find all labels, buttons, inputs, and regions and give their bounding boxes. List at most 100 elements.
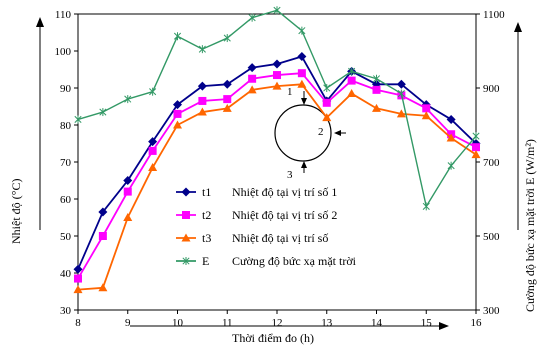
data-point-t2 <box>273 71 281 80</box>
left-axis-arrow <box>36 17 44 230</box>
position-label-2: 2 <box>318 126 324 138</box>
data-point-t3 <box>197 107 207 116</box>
x-tick-label: 13 <box>321 317 333 329</box>
y2-tick-label: 700 <box>483 157 500 169</box>
legend-label: Cường độ bức xạ mặt trời <box>232 254 357 268</box>
position-label-1: 1 <box>287 86 293 98</box>
data-point-t1 <box>98 207 108 217</box>
data-point-t3 <box>322 113 332 122</box>
data-point-t1 <box>446 114 456 124</box>
data-point-t3 <box>73 285 83 294</box>
data-point-E <box>348 67 356 76</box>
series-t3 <box>73 79 481 294</box>
data-point-t3 <box>421 111 431 120</box>
data-point-t2 <box>297 69 306 78</box>
legend-label: Nhiệt độ tại vị trí số <box>232 231 328 245</box>
legend-swatch-marker <box>182 211 190 219</box>
data-point-t1 <box>396 79 406 89</box>
legend-key: t2 <box>202 208 211 222</box>
x-tick-label: 10 <box>172 317 184 329</box>
x-tick-label: 14 <box>371 317 383 329</box>
data-point-E <box>74 115 82 124</box>
data-point-t2 <box>173 109 182 118</box>
data-point-E <box>99 108 107 117</box>
data-point-t2 <box>472 143 480 152</box>
data-point-t3 <box>148 163 158 172</box>
data-point-t1 <box>123 176 133 185</box>
data-point-t2 <box>123 187 132 196</box>
data-point-t2 <box>372 85 381 94</box>
data-point-t2 <box>422 104 431 113</box>
data-point-t3 <box>123 213 133 221</box>
x-tick-label: 8 <box>75 317 81 329</box>
right-axis-ticks: 300 500 700 900 1100 <box>476 9 505 317</box>
position-label-3: 3 <box>287 169 293 181</box>
y-tick-label: 80 <box>60 120 72 132</box>
y-tick-label: 60 <box>60 194 72 206</box>
legend-label: Nhiệt độ tại vị trí số 2 <box>232 208 337 222</box>
y-tick-label: 100 <box>55 46 72 58</box>
data-point-E <box>149 87 157 96</box>
y2-tick-label: 500 <box>483 231 500 243</box>
data-point-t1 <box>272 59 282 69</box>
data-point-t3 <box>98 283 108 292</box>
data-point-E <box>422 202 430 211</box>
series-layer <box>73 6 481 294</box>
legend-background <box>170 182 390 282</box>
data-point-t1 <box>197 81 207 91</box>
data-point-E <box>397 89 405 98</box>
data-point-t3 <box>396 109 406 118</box>
data-point-t3 <box>347 89 357 98</box>
y2-axis-title: Cường độ bức xạ mặt trời E (W/m²) <box>523 139 537 312</box>
y-tick-label: 110 <box>55 9 72 21</box>
legend-swatch-marker <box>181 187 191 197</box>
pipe-cross-section-diagram: 1 2 3 <box>274 86 346 181</box>
data-point-E <box>248 13 256 22</box>
legend-key: t1 <box>202 185 211 199</box>
data-point-E <box>273 6 281 15</box>
x-axis-arrow <box>130 322 449 330</box>
data-point-E <box>472 132 480 141</box>
legend-label: Nhiệt độ tại vị trí số 1 <box>232 185 337 199</box>
y-tick-label: 90 <box>60 83 72 95</box>
legend-entry-t3: t3 Nhiệt độ tại vị trí số <box>176 231 328 245</box>
data-point-t3 <box>372 103 381 112</box>
x-axis-title: Thời điểm đo (h) <box>232 331 314 345</box>
legend-entry-E: E Cường độ bức xạ mặt trời <box>176 254 357 268</box>
y-tick-label: 40 <box>60 268 72 280</box>
left-axis-ticks: 30 40 50 60 70 80 90 100 110 <box>55 9 78 317</box>
data-point-t2 <box>98 232 107 240</box>
data-point-E <box>223 34 231 43</box>
series-t1 <box>73 52 481 274</box>
data-point-t3 <box>173 120 182 129</box>
y2-tick-label: 300 <box>483 305 500 317</box>
y2-tick-label: 1100 <box>483 9 505 21</box>
data-point-t3 <box>222 103 232 112</box>
data-point-t2 <box>223 95 232 104</box>
data-point-t2 <box>322 98 331 107</box>
legend-swatch-marker <box>182 257 190 265</box>
data-point-E <box>323 84 331 92</box>
legend-items: t1 Nhiệt độ tại vị trí số 1 t2 Nhiệt độ tại… <box>176 185 357 268</box>
legend-entry-t2: t2 Nhiệt độ tại vị trí số 2 <box>176 208 337 222</box>
data-point-t1 <box>173 100 182 110</box>
data-point-t2 <box>198 96 207 105</box>
x-tick-label: 16 <box>471 317 483 329</box>
data-point-E <box>124 95 132 104</box>
y2-tick-label: 900 <box>483 83 500 95</box>
data-point-t2 <box>74 274 82 283</box>
data-point-t2 <box>148 146 157 155</box>
data-point-t1 <box>148 137 158 147</box>
legend-key: t3 <box>202 231 211 245</box>
data-point-t1 <box>73 264 83 274</box>
x-tick-label: 9 <box>125 317 131 329</box>
data-point-t1 <box>222 79 232 89</box>
data-point-E <box>198 45 206 54</box>
data-point-t2 <box>347 76 356 85</box>
pipe-circle <box>274 104 332 162</box>
x-tick-label: 11 <box>222 317 233 329</box>
data-point-E <box>298 26 306 35</box>
right-axis-arrow <box>514 22 522 230</box>
series-E <box>74 6 480 211</box>
